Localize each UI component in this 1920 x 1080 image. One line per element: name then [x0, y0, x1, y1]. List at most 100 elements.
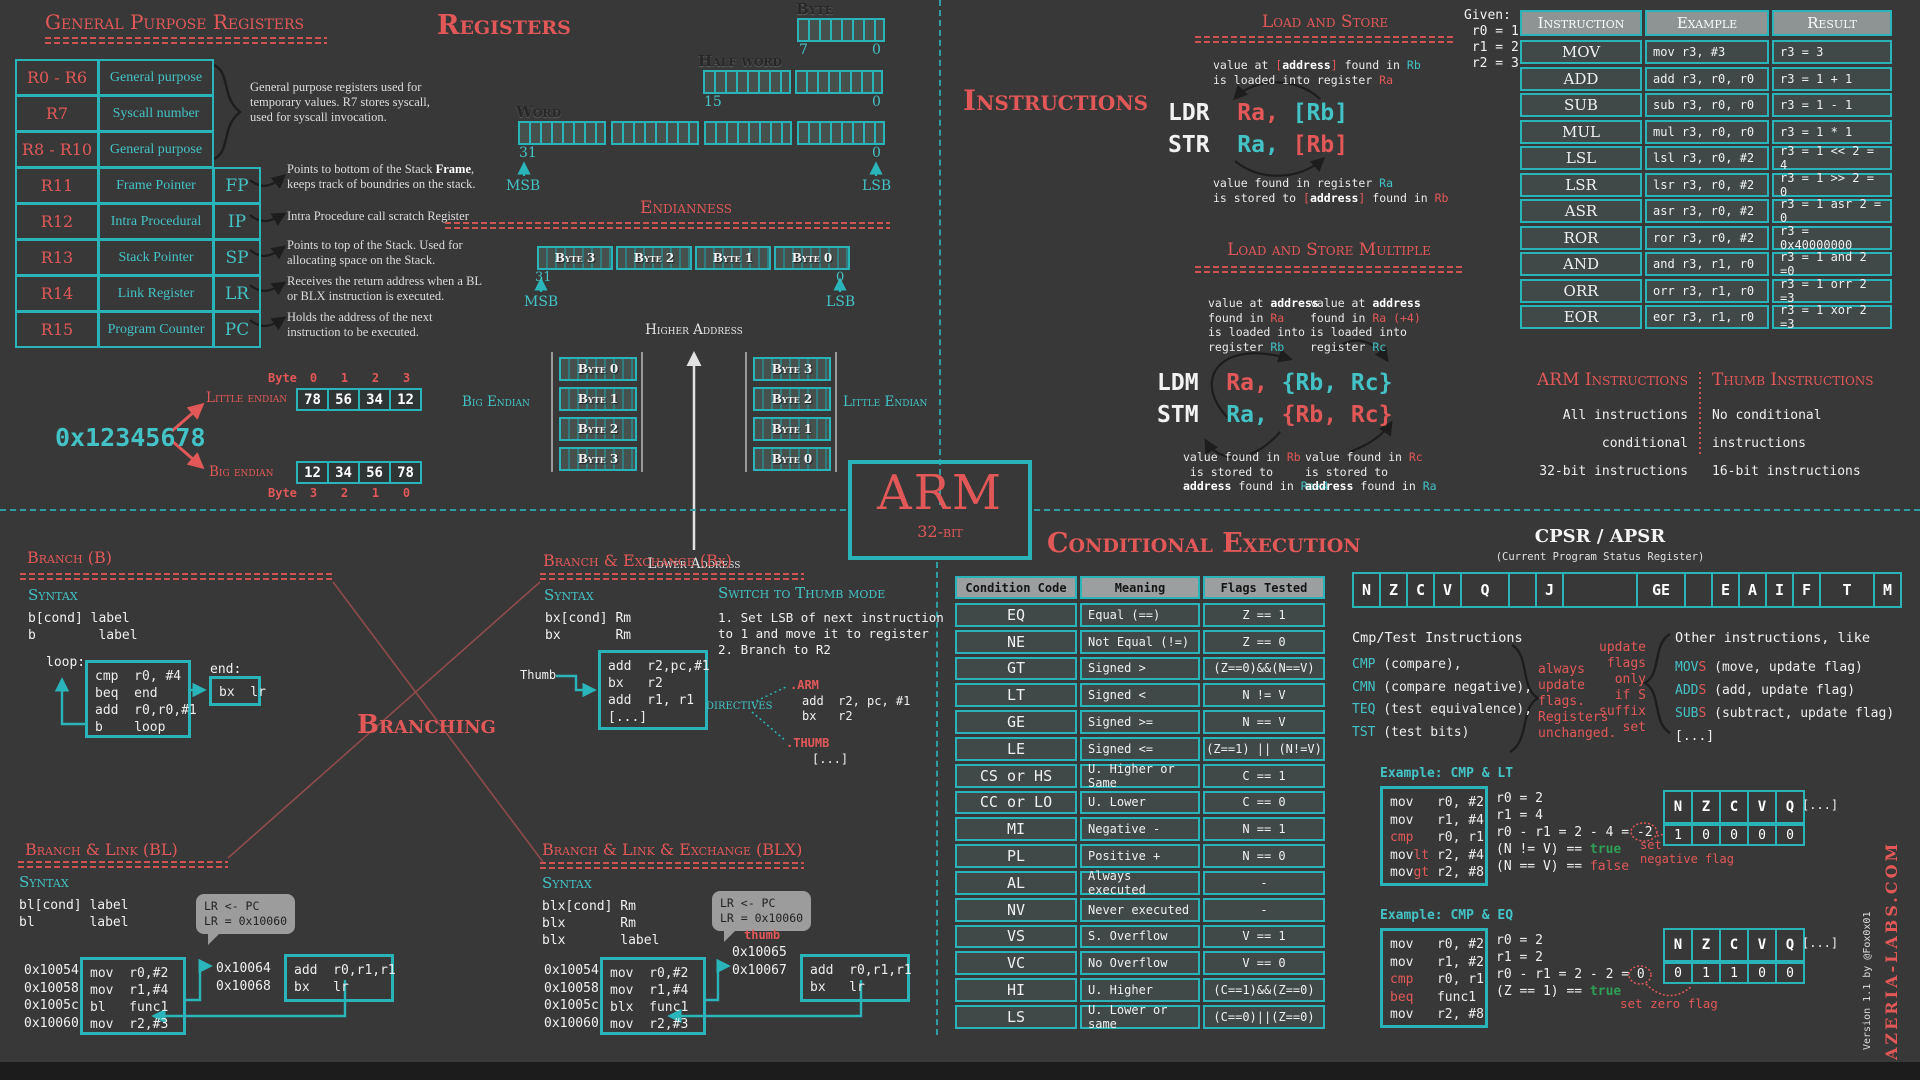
condition-code: GE — [955, 710, 1077, 734]
halfword-strip-1 — [703, 70, 791, 94]
table-row: HI U. Higher (C==1)&&(Z==0) — [955, 978, 1325, 1002]
cpsr-subtitle: (Current Program Status Register) — [1495, 551, 1705, 563]
endianness-word-bytes: Byte 3 Byte 2 Byte 1 Byte 0 — [537, 246, 850, 270]
table-row: R15 Program Counter PC — [15, 311, 261, 348]
flag-value-cell: 0 — [1691, 824, 1721, 846]
endianness-title: Endianness — [640, 198, 732, 218]
branch-bl-rule — [18, 861, 228, 869]
divider-bottom-vertical — [936, 562, 938, 1035]
table-row: LT Signed < N != V — [955, 683, 1325, 708]
instruction-result: r3 = 3 — [1772, 40, 1892, 64]
instruction-name: LSR — [1520, 172, 1642, 197]
example-eq-title: Example: CMP & EQ — [1380, 908, 1514, 923]
str-syntax: STR Ra, [Rb] — [1168, 132, 1349, 158]
instruction-example: lsr r3, r0, #2 — [1645, 172, 1769, 197]
flag-header-cell: Q — [1775, 928, 1805, 962]
condition-code: LE — [955, 736, 1077, 761]
byte-value-cell: 12 — [296, 461, 329, 484]
flag-value-cell: 0 — [1663, 962, 1693, 984]
instruction-name: ROR — [1520, 225, 1642, 250]
table-row: VC No Overflow V == 0 — [955, 951, 1325, 976]
cpsr-bit-cell: GE — [1636, 572, 1686, 608]
little-endian-stack: Byte 3 Byte 2 Byte 1 Byte 0 — [753, 357, 831, 471]
byte-index: 1 — [340, 371, 349, 385]
flag-header-cell: Q — [1775, 790, 1805, 824]
instruction-name: ORR — [1520, 278, 1642, 303]
instruction-example: ror r3, r0, #2 — [1645, 225, 1769, 250]
gpr-description: General purpose — [98, 59, 214, 96]
little-endian-bytes: 78 56 34 12 — [296, 388, 422, 411]
cpsr-bit-cell — [1508, 572, 1537, 608]
flag-header-cell: C — [1719, 790, 1749, 824]
conditional-execution-title: Conditional Execution — [1047, 528, 1361, 559]
condition-meaning: No Overflow — [1080, 951, 1200, 976]
gpr-title-rule — [45, 37, 327, 45]
condition-meaning: Always executed — [1080, 869, 1200, 897]
bl-code-box: mov r0,#2 mov r1,#4 bl func1 mov r2,#3 — [80, 957, 186, 1035]
condition-meaning: Not Equal (!=) — [1080, 629, 1200, 654]
table-row: MUL mul r3, r0, r0 r3 = 1 * 1 — [1520, 119, 1892, 144]
ldm-note-left: value at address found in Ra is loaded int… — [1208, 296, 1319, 354]
byte-cell: Byte 3 — [537, 246, 613, 270]
given-block: Given: r0 = 1 r1 = 2 r2 = 3 — [1464, 8, 1519, 71]
cpsr-bit-row: N Z C V Q J GE E A I F T M — [1352, 572, 1902, 608]
branch-bx-syntax: bx[cond] Rm bx Rm — [545, 611, 632, 643]
table-row: R7 Syscall number — [15, 95, 261, 132]
condition-flags: V == 1 — [1203, 924, 1325, 949]
gpr-table: R0 - R6 General purpose R7 Syscall numbe… — [15, 59, 261, 348]
example-lt-calc: r0 = 2 r1 = 4 r0 - r1 = 2 - 4 = -2 (N != V)… — [1496, 791, 1653, 874]
condition-code: HI — [955, 978, 1077, 1002]
byte-index: 2 — [371, 371, 380, 385]
condition-flags: - — [1203, 897, 1325, 922]
gpr-note-fp: Points to bottom of the Stack Frame, kee… — [287, 162, 476, 191]
thumb-directive: .THUMB — [786, 736, 830, 750]
cpsr-bit-cell: J — [1535, 572, 1564, 608]
cpsr-bit-cell: T — [1819, 572, 1875, 608]
instruction-name: AND — [1520, 252, 1642, 276]
endianness-rule — [445, 222, 890, 230]
condition-flags: (C==0)||(Z==0) — [1203, 1004, 1325, 1029]
condition-table-header: Condition Code Meaning Flags Tested — [955, 576, 1325, 599]
instruction-example: eor r3, r1, r0 — [1645, 305, 1769, 329]
instruction-name: MUL — [1520, 119, 1642, 144]
end-code-box: bx lr — [209, 676, 266, 706]
instruction-example: lsl r3, r0, #2 — [1645, 146, 1769, 170]
load-store-note-top: value at [address] found in Rb is loaded … — [1213, 58, 1421, 87]
bottom-strip — [0, 1062, 1920, 1080]
cpsr-bit-cell: C — [1406, 572, 1435, 608]
example-lt-flags-more: [...] — [1802, 798, 1839, 812]
example-eq-calc: r0 = 2 r1 = 2 r0 - r1 = 2 - 2 = 0 (Z == 1) … — [1496, 933, 1645, 999]
big-endian-label: Big Endian — [462, 394, 530, 410]
table-row: AL Always executed - — [955, 869, 1325, 897]
condition-code: GT — [955, 656, 1077, 681]
stack-rail — [835, 352, 837, 472]
column-header: Instruction — [1520, 10, 1642, 36]
column-header: Meaning — [1080, 576, 1200, 599]
cpsr-bit-cell: A — [1738, 572, 1767, 608]
instruction-name: ADD — [1520, 66, 1642, 91]
ldm-syntax: LDM Ra, {Rb, Rc} — [1157, 370, 1393, 396]
table-row: GT Signed > (Z==0)&&(N==V) — [955, 656, 1325, 681]
byte-cell: Byte 3 — [559, 447, 637, 471]
flag-header-cell: Z — [1691, 790, 1721, 824]
flag-value-cell: 0 — [1747, 962, 1777, 984]
cpsr-bit-cell: I — [1765, 572, 1794, 608]
table-row: LSR lsr r3, r0, #2 r3 = 1 >> 2 = 0 — [1520, 171, 1892, 199]
byte-cell: Byte 2 — [753, 387, 831, 411]
gpr-description: General purpose — [98, 131, 214, 168]
condition-meaning: U. Lower — [1080, 790, 1200, 815]
table-row: ADD add r3, r0, r0 r3 = 1 + 1 — [1520, 66, 1892, 91]
word-diagram-label: Word — [516, 103, 562, 121]
table-row: AND and r3, r1, r0 r3 = 1 and 2 =0 — [1520, 250, 1892, 278]
blx-code-box: mov r0,#2 mov r1,#4 blx func1 mov r2,#3 — [600, 957, 706, 1035]
branch-bl-syntax-label: Syntax — [19, 873, 69, 891]
instruction-result: r3 = 1 << 2 = 4 — [1772, 144, 1892, 172]
end-label: end: — [210, 662, 242, 677]
table-row: EQ Equal (==) Z == 1 — [955, 603, 1325, 627]
divider-top-vertical — [939, 0, 941, 505]
higher-address-label: Higher Address — [645, 322, 743, 338]
